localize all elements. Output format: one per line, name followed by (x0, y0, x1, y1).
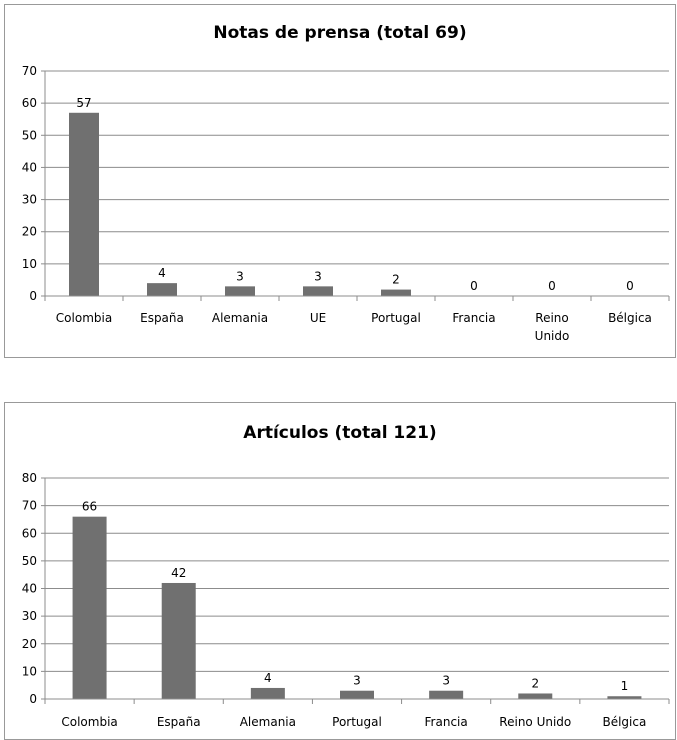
category-label: Reino Unido (499, 715, 571, 729)
chart-notas-de-prensa: Notas de prensa (total 69) 0 10 20 30 40 50 60… (4, 4, 676, 358)
bar (429, 690, 464, 699)
chart-title: Notas de prensa (total 69) (213, 23, 467, 43)
category-label: Alemania (240, 715, 296, 729)
y-tick-label: 50 (22, 128, 37, 142)
category-label: España (140, 311, 184, 325)
bar (225, 286, 255, 296)
y-tick-label: 10 (22, 664, 37, 678)
bar (161, 582, 196, 699)
y-tick-label: 0 (29, 692, 37, 706)
y-tick-label: 70 (22, 499, 37, 513)
y-tick-label: 10 (22, 257, 37, 271)
y-tick-label: 20 (22, 225, 37, 239)
data-label: 0 (626, 279, 634, 293)
category-label: Reino Unido (535, 311, 570, 343)
category-label: Alemania (212, 311, 268, 325)
data-label: 3 (442, 674, 450, 688)
category-label: España (157, 715, 201, 729)
bar-chart-plot: 0 10 20 30 40 50 60 70 80 66 Colombia 42 España 4 Alem… (22, 471, 670, 729)
data-label: 42 (171, 566, 186, 580)
y-tick-label: 30 (22, 609, 37, 623)
data-label: 4 (158, 266, 166, 280)
category-label: Bélgica (608, 311, 652, 325)
y-tick-label: 60 (22, 526, 37, 540)
y-tick-label: 0 (29, 289, 37, 303)
bar (72, 516, 107, 699)
bar (250, 687, 285, 699)
y-tick-label: 80 (22, 471, 37, 485)
bar (518, 693, 553, 699)
category-label: Colombia (56, 311, 112, 325)
bar-chart-plot: 01020304050607057Colombia4España3Alemani… (22, 64, 670, 343)
category-label: Colombia (61, 715, 117, 729)
bar (607, 696, 642, 699)
bar (147, 283, 177, 296)
category-label: Portugal (332, 715, 382, 729)
data-label: 4 (264, 671, 272, 685)
category-label: Francia (425, 715, 468, 729)
data-label: 2 (392, 273, 400, 287)
y-tick-label: 30 (22, 193, 37, 207)
y-tick-label: 40 (22, 582, 37, 596)
data-label: 3 (353, 674, 361, 688)
data-label: 1 (621, 679, 629, 693)
category-label: Bélgica (602, 715, 646, 729)
data-label: 3 (236, 269, 244, 283)
data-label: 66 (82, 500, 97, 514)
chart-title: Artículos (total 121) (243, 423, 437, 443)
y-tick-label: 60 (22, 96, 37, 110)
chart-articulos: Artículos (total 121) 0 10 20 30 40 50 60 70 80 6… (4, 402, 676, 740)
bar (340, 690, 374, 699)
data-label: 0 (548, 279, 556, 293)
bar (381, 289, 411, 296)
category-label: Francia (452, 311, 495, 325)
y-tick-label: 50 (22, 554, 37, 568)
data-label: 0 (470, 279, 478, 293)
data-label: 2 (531, 676, 539, 690)
bar (69, 112, 99, 297)
data-label: 57 (76, 96, 91, 110)
category-label: UE (310, 311, 326, 325)
y-tick-label: 70 (22, 64, 37, 78)
y-tick-label: 40 (22, 160, 37, 174)
data-label: 3 (314, 269, 322, 283)
category-label: Portugal (371, 311, 421, 325)
y-tick-label: 20 (22, 637, 37, 651)
bar (303, 286, 333, 296)
